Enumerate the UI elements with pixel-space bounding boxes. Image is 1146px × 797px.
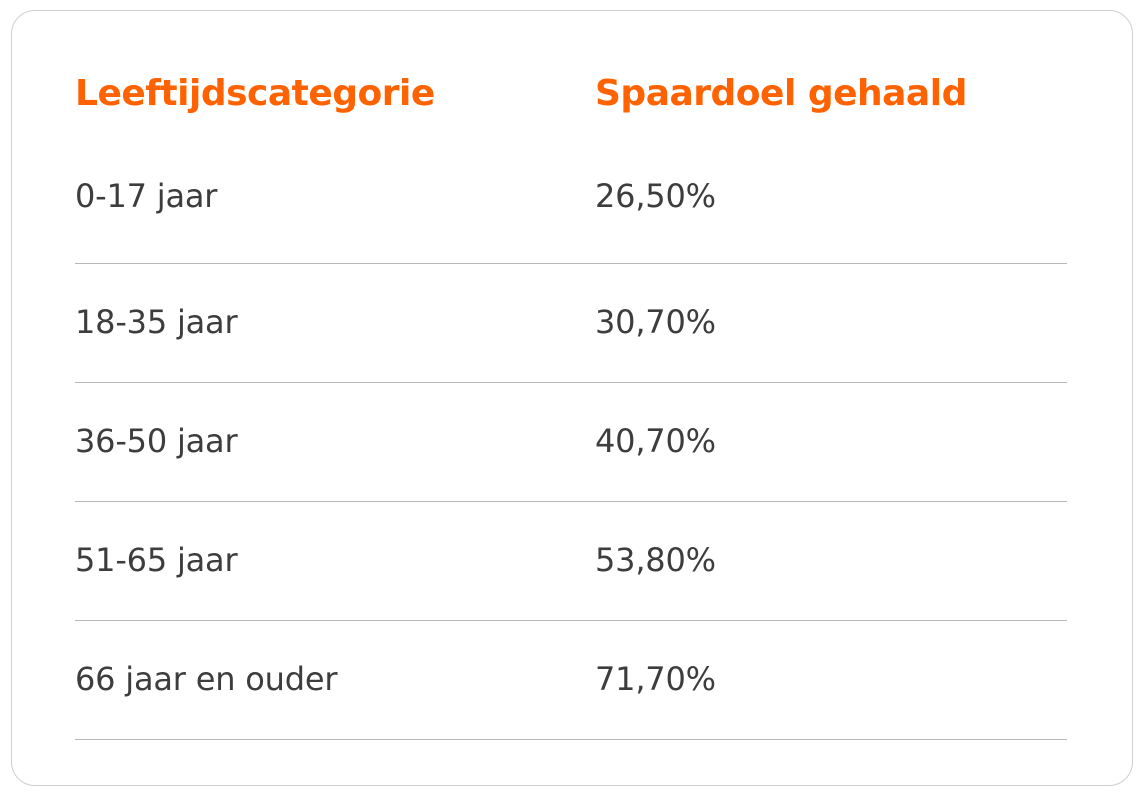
age-cell: 0-17 jaar xyxy=(75,176,218,215)
table-header-row: Leeftijdscategorie Spaardoel gehaald xyxy=(75,42,1067,144)
table-row: 18-35 jaar 30,70% xyxy=(75,264,1067,383)
percentage-cell: 30,70% xyxy=(595,303,716,341)
age-cell: 18-35 jaar xyxy=(75,303,238,341)
table-row: 0-17 jaar 26,50% xyxy=(75,144,1067,264)
table-row: 51-65 jaar 53,80% xyxy=(75,502,1067,621)
age-cell: 36-50 jaar xyxy=(75,422,238,460)
table-row: 66 jaar en ouder 71,70% xyxy=(75,621,1067,740)
table-row: 36-50 jaar 40,70% xyxy=(75,383,1067,502)
header-savings-goal: Spaardoel gehaald xyxy=(595,72,967,114)
header-age-category: Leeftijdscategorie xyxy=(75,72,435,114)
percentage-cell: 53,80% xyxy=(595,541,716,579)
age-cell: 66 jaar en ouder xyxy=(75,660,338,698)
percentage-cell: 71,70% xyxy=(595,660,716,698)
percentage-cell: 40,70% xyxy=(595,422,716,460)
age-cell: 51-65 jaar xyxy=(75,541,238,579)
savings-goal-table: Leeftijdscategorie Spaardoel gehaald 0-1… xyxy=(75,42,1067,740)
table-body: 0-17 jaar 26,50% 18-35 jaar 30,70% 36-50… xyxy=(75,144,1067,740)
percentage-cell: 26,50% xyxy=(595,176,716,215)
table-card: Leeftijdscategorie Spaardoel gehaald 0-1… xyxy=(11,10,1133,786)
